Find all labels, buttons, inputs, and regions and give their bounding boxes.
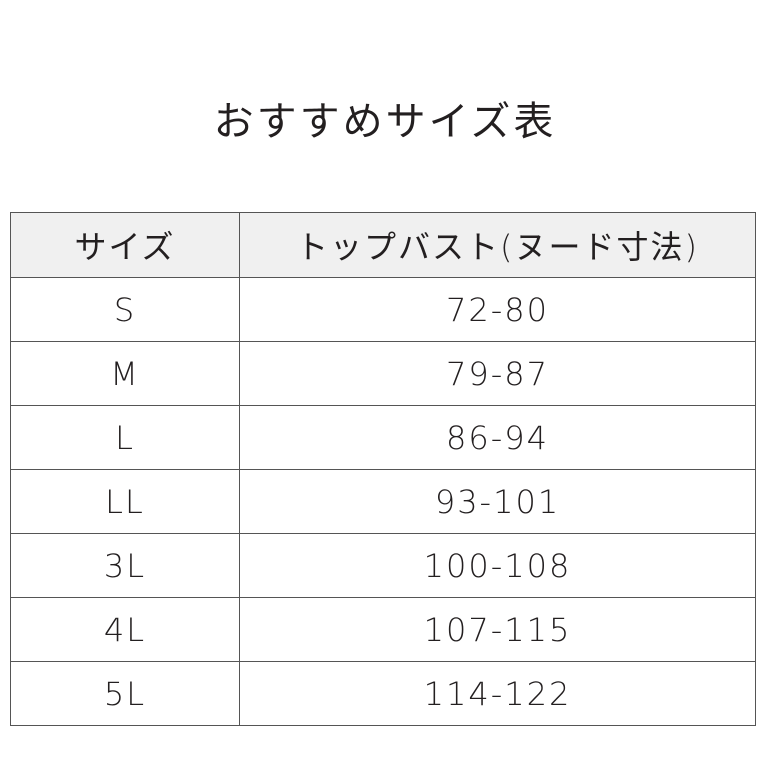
title: おすすめサイズ表 — [213, 99, 557, 145]
table-row: M 79-87 — [10, 341, 756, 406]
table-cell: LL — [10, 469, 240, 534]
table-body: S 72-80 M 79-87 L 86-94 LL 93-101 3L 100-108 4L 107… — [10, 277, 756, 726]
table-cell: L — [10, 405, 240, 470]
table-cell: 107-115 — [239, 597, 756, 662]
size-table: サイズ トップバスト(ヌード寸法) S 72-80 M 79-87 L 86-94 LL 93… — [10, 212, 756, 726]
table-header: サイズ トップバスト(ヌード寸法) — [10, 212, 756, 278]
table-row: S 72-80 — [10, 277, 756, 342]
table-row: 3L 100-108 — [10, 533, 756, 598]
table-cell: 86-94 — [239, 405, 756, 470]
table-cell: 114-122 — [239, 661, 756, 726]
table-cell: 3L — [10, 533, 240, 598]
table-cell: 5L — [10, 661, 240, 726]
header-cell: サイズ — [10, 212, 240, 278]
table-row: LL 93-101 — [10, 469, 756, 534]
table-cell: 4L — [10, 597, 240, 662]
table-row: 5L 114-122 — [10, 661, 756, 726]
table-row: 4L 107-115 — [10, 597, 756, 662]
table-cell: 100-108 — [239, 533, 756, 598]
table-cell: M — [10, 341, 240, 406]
header-row: サイズ トップバスト(ヌード寸法) — [10, 212, 756, 278]
table-cell: 72-80 — [239, 277, 756, 342]
table-cell: S — [10, 277, 240, 342]
table-cell: 93-101 — [239, 469, 756, 534]
table-cell: 79-87 — [239, 341, 756, 406]
header-cell: トップバスト(ヌード寸法) — [239, 212, 756, 278]
table-row: L 86-94 — [10, 405, 756, 470]
